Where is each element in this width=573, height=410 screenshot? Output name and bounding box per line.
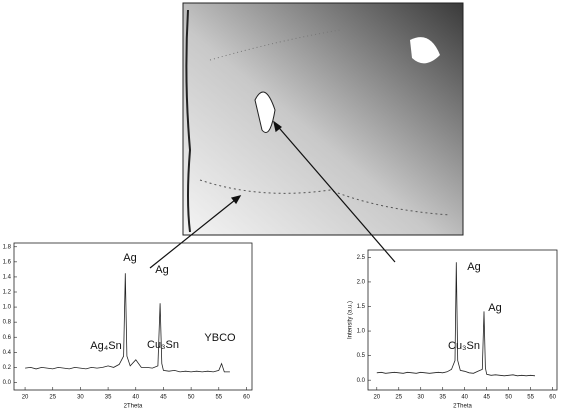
x-tick-label: 45 <box>160 395 167 401</box>
micrograph <box>183 3 463 235</box>
spectrum-line <box>25 273 230 372</box>
xrd-chart: 0.0 0.5 1.0 1.5 2.0 2.5 20 25 30 35 40 45 50 55 60 2The… <box>348 250 557 410</box>
y-tick-label: 0.4 <box>3 350 12 356</box>
y-tick-label: 0.0 <box>3 380 12 386</box>
y-tick-label: 1.6 <box>3 259 12 265</box>
y-tick-label: 0.0 <box>357 378 366 384</box>
x-tick-label: 20 <box>373 395 380 401</box>
y-tick-label: 1.0 <box>3 305 12 311</box>
x-tick-label: 40 <box>132 395 139 401</box>
y-tick-label: 2.0 <box>357 280 366 286</box>
peak-annotation: Ag <box>467 261 480 273</box>
x-tick-label: 30 <box>77 395 84 401</box>
x-tick-label: 30 <box>417 395 424 401</box>
plot-frame <box>368 250 557 390</box>
y-tick-label: 0.5 <box>357 353 366 359</box>
x-tick-label: 25 <box>395 395 402 401</box>
x-tick-label: 60 <box>243 395 250 401</box>
x-tick-label: 25 <box>49 395 56 401</box>
plot-frame <box>14 243 252 390</box>
y-tick-label: 0.6 <box>3 335 12 341</box>
peak-annotation: YBCO <box>204 332 236 344</box>
x-tick-label: 35 <box>439 395 446 401</box>
y-tick-label: 1.8 <box>3 244 12 250</box>
y-tick-label: 2.5 <box>357 255 366 261</box>
x-tick-label: 45 <box>483 395 490 401</box>
x-axis-label: 2Theta <box>453 404 472 410</box>
y-tick-label: 0.8 <box>3 320 12 326</box>
peak-annotation: Ag₄Sn <box>90 340 121 352</box>
x-tick-label: 40 <box>461 395 468 401</box>
peak-annotation: Ag <box>488 302 501 314</box>
x-axis-label: 2Theta <box>124 404 143 410</box>
peak-annotation: Cu₃Sn <box>448 340 480 352</box>
y-tick-label: 1.5 <box>357 304 366 310</box>
x-tick-label: 35 <box>105 395 112 401</box>
x-tick-label: 55 <box>215 395 222 401</box>
y-tick-label: 1.0 <box>357 329 366 335</box>
y-tick-label: 1.2 <box>3 290 12 296</box>
y-axis-label: Intensity (a.u.) <box>348 301 354 339</box>
y-tick-label: 1.4 <box>3 275 12 281</box>
x-tick-label: 60 <box>549 395 556 401</box>
spectrum-line <box>377 262 535 376</box>
peak-annotation: Ag <box>155 264 168 276</box>
x-tick-label: 50 <box>505 395 512 401</box>
peak-annotation: Cu₃Sn <box>147 339 179 351</box>
x-tick-label: 55 <box>527 395 534 401</box>
peak-annotation: Ag <box>123 252 136 264</box>
figure: 0.0 0.2 0.4 0.6 0.8 1.0 1.2 1.4 1.6 1.8 20 25 30 35 40… <box>0 0 573 410</box>
x-tick-label: 20 <box>22 395 29 401</box>
x-tick-label: 50 <box>188 395 195 401</box>
xrd-chart: 0.0 0.2 0.4 0.6 0.8 1.0 1.2 1.4 1.6 1.8 20 25 30 35 40… <box>0 243 252 410</box>
y-tick-label: 0.2 <box>3 365 12 371</box>
